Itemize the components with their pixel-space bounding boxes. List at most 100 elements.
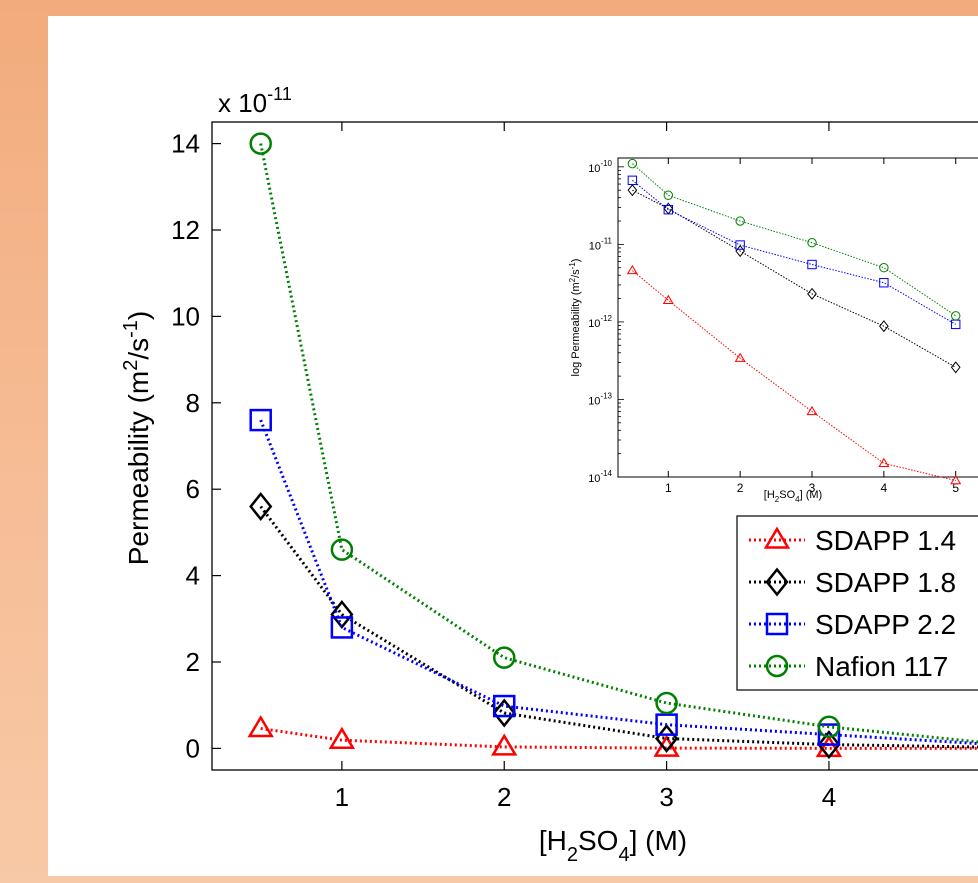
inset-data-point bbox=[735, 240, 745, 250]
data-point bbox=[330, 616, 354, 639]
legend-marker-circle bbox=[765, 654, 789, 678]
y-tick-label: 6 bbox=[186, 474, 200, 504]
inset-series-nafion-117 bbox=[627, 158, 961, 321]
y-tick-label: 14 bbox=[171, 129, 200, 159]
inset-data-point bbox=[879, 320, 889, 333]
legend-box bbox=[736, 515, 978, 691]
data-point bbox=[817, 723, 841, 746]
inset-y-axis-label: log Permeability (m2/s-1) bbox=[568, 259, 582, 377]
data-point bbox=[655, 691, 678, 715]
inset-series-sdapp-2-2 bbox=[627, 175, 961, 330]
series-nafion-117 bbox=[249, 132, 978, 744]
top-border bbox=[0, 0, 978, 16]
legend-entry-nafion-117: Nafion 117 bbox=[749, 651, 948, 682]
inset-chart: 1 2 3 4 5 10-14 10-13 10-12 10-11 10-10 [H2SO4] (M… bbox=[568, 157, 978, 504]
data-point bbox=[247, 715, 274, 738]
inset-data-point bbox=[734, 352, 746, 362]
data-point bbox=[492, 694, 516, 718]
data-point bbox=[492, 698, 516, 728]
inset-x-tick-label: 5 bbox=[952, 481, 959, 495]
inset-data-point bbox=[951, 311, 961, 321]
legend-marker-diamond bbox=[765, 567, 789, 597]
inset-data-point bbox=[807, 287, 817, 300]
series-line bbox=[259, 419, 978, 746]
inset-data-point bbox=[807, 259, 817, 270]
legend-marker-triangle bbox=[763, 526, 791, 549]
x-tick-label: 2 bbox=[497, 782, 511, 812]
inset-data-point bbox=[663, 190, 673, 200]
inset-y-tick-label: 10-10 bbox=[588, 159, 612, 175]
legend-marker-square bbox=[765, 612, 789, 636]
inset-x-tick-label: 2 bbox=[737, 481, 744, 495]
inset-y-tick-label: 10-13 bbox=[588, 391, 612, 407]
y-tick-label: 2 bbox=[186, 647, 200, 677]
inset-data-point bbox=[807, 238, 817, 248]
inset-x-axis-label: [H2SO4] (M) bbox=[764, 489, 822, 504]
data-point bbox=[330, 599, 354, 629]
x-axis-label: [H2SO4] (M) bbox=[539, 825, 687, 866]
legend-entry-sdapp-2-2: SDAPP 2.2 bbox=[749, 609, 956, 640]
data-point bbox=[491, 733, 518, 756]
legend-label: SDAPP 1.8 bbox=[815, 567, 956, 598]
x-tick-label: 4 bbox=[822, 782, 836, 812]
legend-entry-sdapp-1-4: SDAPP 1.4 bbox=[749, 525, 956, 556]
inset-y-tick-label: 10-11 bbox=[589, 236, 613, 252]
inset-series-sdapp-1-8 bbox=[627, 184, 961, 374]
data-point bbox=[328, 726, 356, 749]
legend: SDAPP 1.4 SDAPP 1.8 SDAPP 2.2 Nafion 117 bbox=[736, 515, 978, 691]
inset-series-sdapp-1-4 bbox=[626, 264, 962, 485]
legend-entry-sdapp-1-8: SDAPP 1.8 bbox=[749, 567, 956, 598]
inset-series-line bbox=[632, 179, 956, 325]
inset-data-point bbox=[950, 361, 961, 374]
data-point bbox=[817, 730, 841, 760]
inset-x-tick-label: 3 bbox=[809, 481, 816, 495]
legend-label: SDAPP 1.4 bbox=[815, 525, 956, 556]
main-axes-box bbox=[211, 121, 978, 771]
inset-series-line bbox=[632, 270, 956, 482]
inset-data-point bbox=[879, 263, 889, 273]
series-sdapp-2-2 bbox=[249, 408, 978, 746]
y-tick-label: 10 bbox=[171, 301, 200, 331]
legend-label: SDAPP 2.2 bbox=[815, 609, 956, 640]
data-point bbox=[492, 646, 516, 669]
inset-y-tick-label: 10-12 bbox=[588, 314, 612, 330]
y-tick-label: 8 bbox=[186, 388, 200, 418]
bottom-border bbox=[0, 876, 978, 883]
y-tick-label: 0 bbox=[186, 733, 200, 763]
inset-y-tick-label: 10-14 bbox=[588, 469, 612, 485]
y-multiplier: x 10-11 bbox=[218, 84, 292, 118]
inset-data-point bbox=[626, 264, 638, 275]
y-axis-label: Permeability (m2/s-1) bbox=[120, 311, 154, 566]
inset-data-point bbox=[627, 158, 638, 169]
inset-data-point bbox=[806, 405, 818, 416]
data-point bbox=[249, 491, 273, 521]
inset-data-point bbox=[627, 184, 638, 197]
data-point bbox=[817, 715, 841, 739]
inset-data-point bbox=[663, 205, 673, 215]
legend-label: Nafion 117 bbox=[815, 651, 948, 682]
data-point bbox=[653, 734, 680, 757]
inset-data-point bbox=[735, 216, 745, 226]
series-line bbox=[259, 143, 978, 744]
data-point bbox=[330, 538, 354, 561]
left-border bbox=[0, 0, 48, 883]
inset-series-line bbox=[632, 189, 956, 368]
y-tick-label: 12 bbox=[171, 215, 200, 245]
inset-data-point bbox=[662, 294, 674, 304]
inset-series-line bbox=[632, 163, 957, 317]
x-tick-label: 1 bbox=[335, 782, 349, 812]
inset-data-point bbox=[627, 175, 638, 186]
y-tick-label: 4 bbox=[186, 561, 200, 591]
series-line bbox=[260, 727, 978, 750]
inset-data-point bbox=[879, 278, 889, 288]
data-point bbox=[249, 132, 272, 155]
x-tick-label: 3 bbox=[659, 782, 673, 812]
inset-data-point bbox=[950, 474, 962, 485]
inset-data-point bbox=[878, 457, 890, 467]
inset-x-tick-label: 4 bbox=[881, 481, 888, 495]
series-sdapp-1-4 bbox=[247, 715, 978, 758]
data-point bbox=[655, 713, 678, 736]
inset-axes-box bbox=[617, 157, 978, 478]
